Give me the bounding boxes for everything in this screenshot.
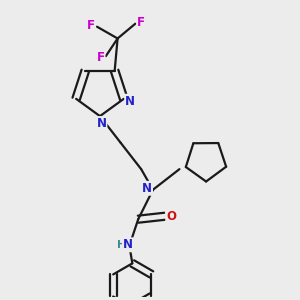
Text: F: F (97, 51, 104, 64)
Text: F: F (87, 19, 95, 32)
Text: H: H (117, 240, 125, 250)
Text: N: N (96, 117, 106, 130)
Text: O: O (166, 210, 176, 223)
Text: N: N (123, 238, 133, 251)
Text: N: N (142, 182, 152, 195)
Text: N: N (125, 95, 135, 108)
Text: F: F (137, 16, 145, 29)
